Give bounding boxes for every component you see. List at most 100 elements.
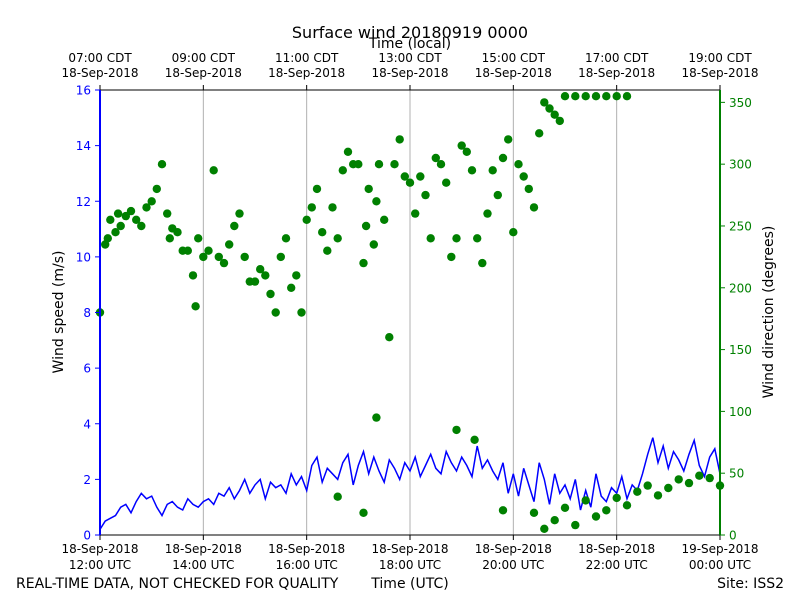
grid-lines [202,90,618,535]
wind-direction-point [271,308,280,317]
wind-direction-point [550,110,559,119]
wind-direction-point [447,252,456,262]
wind-direction-point [602,92,611,101]
wind-direction-point [684,478,694,488]
wind-direction-point [519,172,528,181]
wind-speed-line [99,437,721,530]
wind-direction-point [137,221,146,231]
wind-direction-point [416,172,425,181]
wind-direction-point [292,271,301,280]
wind-direction-point [529,508,539,517]
wind-direction-point [674,475,683,484]
wind-direction-point [705,473,714,483]
wind-direction-point [328,203,337,212]
wind-direction-point [204,246,213,255]
top-tick-time: 17:00 CDT [585,51,649,65]
wind-direction-point [612,92,621,101]
top-tick-date: 18-Sep-2018 [681,66,758,80]
x-tick-date: 18-Sep-2018 [165,542,242,556]
x-axis-label: Time (UTC) [370,576,448,592]
x-tick-time: 12:00 UTC [69,558,131,572]
wind-direction-point [493,190,502,200]
wind-direction-point [103,234,113,243]
wind-direction-point [509,228,518,237]
wind-direction-point [333,492,342,501]
wind-direction-point [581,92,590,101]
wind-direction-point [442,178,451,187]
wind-direction-point [132,215,141,224]
wind-direction-point [116,221,125,231]
wind-direction-point [470,435,479,444]
y2-tick-label: 50 [729,467,744,481]
y2-tick-label: 100 [729,405,752,419]
wind-direction-point [111,228,120,237]
top-tick-time: 07:00 CDT [68,51,132,65]
wind-direction-point [374,160,384,169]
wind-direction-point [524,184,533,194]
x-tick-date: 19-Sep-2018 [681,542,758,556]
wind-direction-point [219,258,229,268]
y2-tick-label: 350 [729,96,752,110]
top-tick-date: 18-Sep-2018 [268,66,345,80]
wind-direction-point [261,271,270,280]
y-tick-label: 0 [83,529,91,543]
wind-direction-point [560,503,570,512]
wind-direction-point [147,197,156,206]
wind-direction-point [452,425,461,435]
wind-direction-point [369,240,378,249]
wind-direction-point [359,508,368,517]
wind-direction-point [400,172,409,181]
wind-direction-point [421,190,430,200]
x-tick-time: 22:00 UTC [586,558,648,572]
wind-direction-point [483,209,492,218]
wind-direction-point [504,135,513,144]
wind-direction-point [498,153,508,163]
wind-direction-series [95,92,725,533]
wind-direction-point [194,234,203,243]
wind-direction-point [225,240,234,249]
wind-direction-point [514,160,523,169]
wind-direction-point [633,487,642,496]
wind-direction-point [256,265,265,274]
chart-title: Surface wind 20180919 0000 [292,23,528,42]
wind-direction-point [142,203,151,212]
wind-direction-point [622,92,632,101]
wind-direction-point [426,234,435,243]
wind-direction-point [555,116,564,126]
wind-speed-series [99,437,721,530]
wind-direction-point [343,147,353,156]
y2-tick-label: 150 [729,343,752,357]
wind-direction-point [591,92,601,101]
top-axis-label: Time (local) [368,36,451,52]
x-tick-date: 18-Sep-2018 [61,542,138,556]
wind-direction-point [385,333,394,342]
wind-direction-point [230,221,239,231]
wind-direction-point [163,209,172,218]
wind-direction-point [287,283,296,292]
top-tick-date: 18-Sep-2018 [165,66,242,80]
wind-direction-point [199,252,208,262]
wind-direction-point [266,289,275,299]
wind-direction-point [281,234,291,243]
wind-direction-point [395,135,404,144]
top-tick-date: 18-Sep-2018 [475,66,552,80]
wind-direction-point [488,166,497,175]
x-tick-date: 18-Sep-2018 [475,542,552,556]
x-tick-time: 20:00 UTC [482,558,544,572]
wind-direction-point [540,524,549,533]
top-tick-date: 18-Sep-2018 [61,66,138,80]
wind-direction-point [498,506,508,515]
top-tick-time: 11:00 CDT [275,51,339,65]
y2-axis-label: Wind direction (degrees) [761,226,777,399]
wind-direction-point [338,166,347,175]
x-tick-date: 18-Sep-2018 [578,542,655,556]
wind-direction-point [545,104,554,113]
wind-direction-point [364,184,373,194]
wind-direction-point [361,221,371,231]
site-label: Site: ISS2 [717,576,784,592]
wind-direction-point [126,206,136,216]
wind-direction-point [106,215,115,224]
wind-direction-point [602,506,611,515]
wind-direction-point [372,197,381,206]
